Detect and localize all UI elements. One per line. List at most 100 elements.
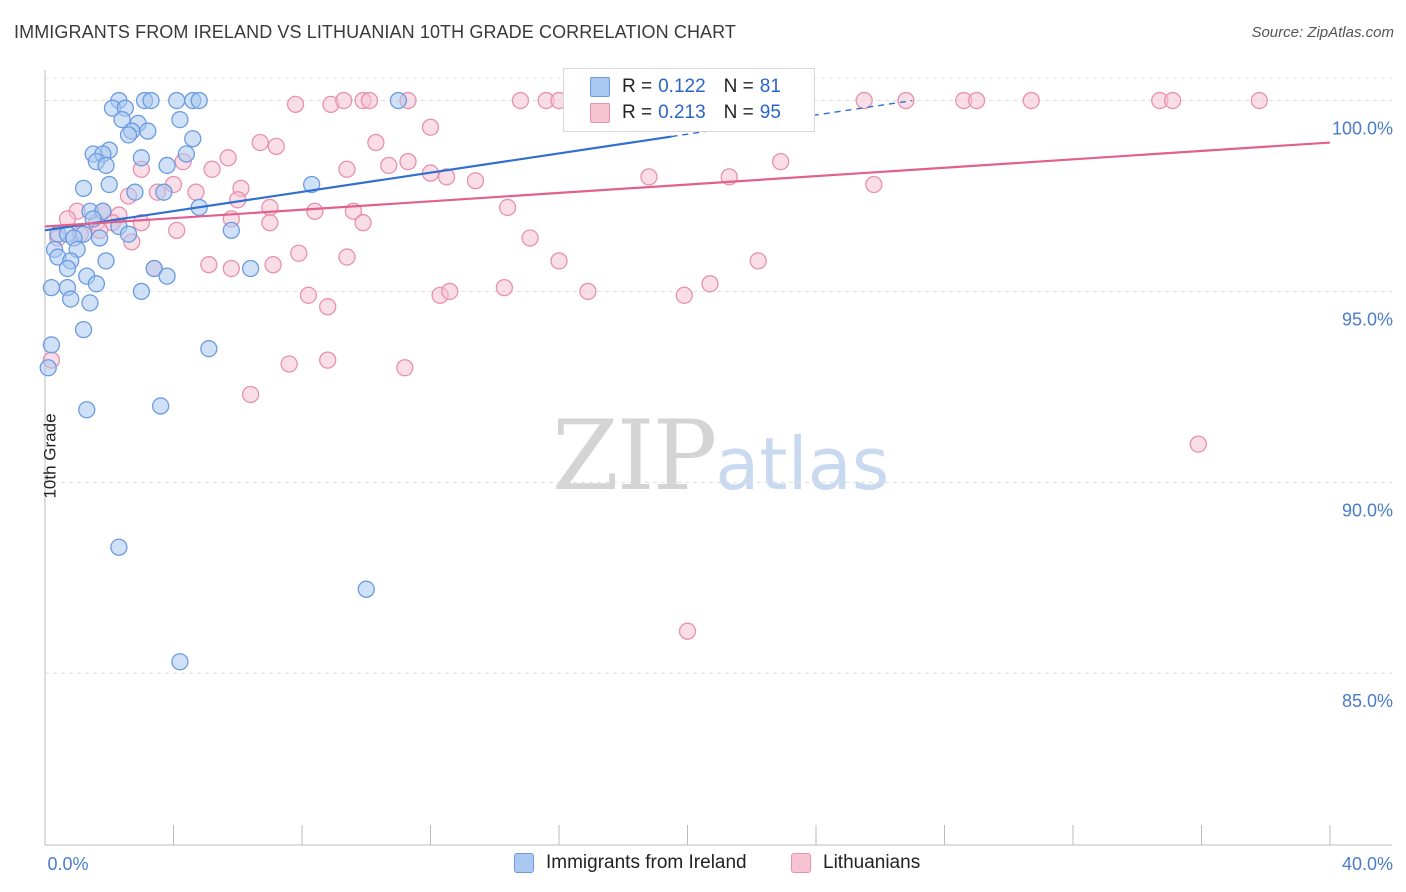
- ireland-point: [42, 278, 61, 297]
- lithuanians-point: [338, 248, 356, 266]
- ireland-point: [42, 336, 61, 354]
- lithuanians-point: [264, 256, 282, 274]
- ireland-point: [110, 538, 128, 556]
- ireland-trend-line: [44, 135, 672, 232]
- ireland-point: [97, 156, 115, 175]
- lithuanians-point: [380, 156, 398, 175]
- ireland-swatch: [590, 77, 610, 97]
- source-label: Source: ZipAtlas.com: [1251, 24, 1394, 41]
- lithuanians-point: [399, 152, 417, 171]
- ireland-point: [81, 294, 99, 312]
- lithuanians-point: [299, 286, 318, 304]
- x-tick-label-min: 0.0%: [47, 854, 88, 874]
- tick-labels: 85.0% 90.0% 95.0% 100.0% 0.0% 40.0%: [47, 119, 1393, 874]
- ireland-point: [302, 175, 321, 194]
- ireland-n-value: 81: [759, 76, 781, 97]
- lithuanians-point: [261, 214, 279, 232]
- ireland-point: [158, 267, 176, 285]
- chart-title: IMMIGRANTS FROM IRELAND VS LITHUANIAN 10…: [14, 22, 737, 42]
- gridlines: [45, 77, 1392, 674]
- lithuanians-point: [319, 298, 337, 316]
- lithuanians-point: [701, 275, 719, 293]
- lithuanians-point: [319, 351, 337, 369]
- legend-item-ireland[interactable]: Immigrants from Ireland: [514, 852, 747, 874]
- ireland-point: [132, 282, 151, 301]
- ireland-point: [158, 156, 176, 175]
- lithuanians-point: [396, 359, 414, 377]
- ireland-point: [168, 91, 186, 110]
- ireland-point: [113, 110, 131, 129]
- ireland-point: [190, 91, 208, 110]
- lithuanians-point: [855, 91, 873, 110]
- ireland-point: [74, 179, 93, 197]
- stats-legend: R = 0.122 N = 81 R = 0.213 N = 95: [563, 68, 815, 132]
- ireland-point: [151, 397, 170, 415]
- lithuanians-point: [251, 133, 269, 152]
- y-axis-label: 10th Grade: [40, 413, 60, 499]
- y-tick-label: 95.0%: [1342, 309, 1393, 329]
- ireland-point: [155, 183, 173, 201]
- x-tick-label-max: 40.0%: [1342, 854, 1393, 874]
- lithuanians-point: [280, 355, 298, 373]
- lithuanians-point: [498, 198, 517, 217]
- watermark: ZIPatlas: [552, 400, 889, 512]
- lithuanians-point: [749, 252, 767, 270]
- lithuanians-point: [421, 118, 440, 136]
- ireland-point: [119, 126, 138, 144]
- ireland-n-label: N =: [723, 76, 754, 97]
- ireland-point: [90, 229, 109, 247]
- lithuanians-swatch: [590, 103, 610, 123]
- lithuanians-point: [466, 172, 485, 190]
- lithuanians-point: [241, 385, 260, 404]
- ireland-point: [200, 340, 218, 358]
- lithuanians-point: [360, 91, 379, 110]
- watermark-zip: ZIP: [552, 400, 717, 512]
- lithuanians-point: [511, 91, 530, 110]
- lithuanians-point: [897, 91, 915, 110]
- lithuanians-point: [306, 202, 324, 220]
- lithuanians-point: [187, 183, 205, 201]
- lithuanians-point: [437, 168, 456, 186]
- ireland-point: [100, 175, 118, 194]
- lithuanians-n-label: N =: [723, 102, 754, 123]
- ireland-legend-swatch: [514, 853, 534, 873]
- ireland-point: [132, 149, 151, 167]
- legend-item-lithuanians[interactable]: Lithuanians: [791, 852, 920, 874]
- ireland-r-value: 0.122: [658, 76, 706, 97]
- lithuanians-point: [267, 137, 285, 156]
- lithuanians-point: [675, 286, 693, 304]
- lithuanians-point: [441, 282, 459, 301]
- legend-row-lithuanians: R = 0.213 N = 95: [590, 101, 781, 125]
- ireland-points: [39, 91, 408, 671]
- lithuanians-r-value: 0.213: [658, 102, 706, 123]
- legend-row-ireland: R = 0.122 N = 81: [590, 75, 781, 99]
- axes: [44, 70, 1392, 846]
- ireland-point: [142, 91, 160, 110]
- lithuanians-r-label: R =: [622, 102, 653, 123]
- lithuanians-n-value: 95: [759, 102, 781, 123]
- ireland-point: [62, 290, 80, 308]
- lithuanians-point: [521, 229, 539, 247]
- lithuanians-point: [168, 221, 186, 239]
- lithuanians-point: [579, 282, 597, 301]
- lithuanians-point: [286, 95, 305, 114]
- lithuanians-point: [1163, 91, 1182, 110]
- lithuanians-point: [865, 175, 883, 194]
- ireland-legend-label: Immigrants from Ireland: [546, 852, 747, 873]
- lithuanians-point: [132, 214, 151, 232]
- lithuanians-point: [1189, 435, 1207, 453]
- lithuanians-trend-line: [44, 141, 1331, 228]
- ireland-point: [222, 221, 240, 239]
- lithuanians-point: [222, 259, 240, 278]
- lithuanians-point: [367, 133, 385, 152]
- lithuanians-legend-label: Lithuanians: [823, 852, 921, 873]
- lithuanians-legend-swatch: [791, 853, 811, 873]
- ireland-point: [171, 653, 189, 671]
- ireland-point: [78, 401, 96, 419]
- lithuanians-point: [200, 256, 218, 274]
- ireland-point: [171, 110, 189, 129]
- ireland-point: [177, 145, 196, 163]
- ireland-point: [184, 130, 202, 148]
- lithuanians-point: [772, 152, 790, 171]
- lithuanians-point: [550, 252, 568, 270]
